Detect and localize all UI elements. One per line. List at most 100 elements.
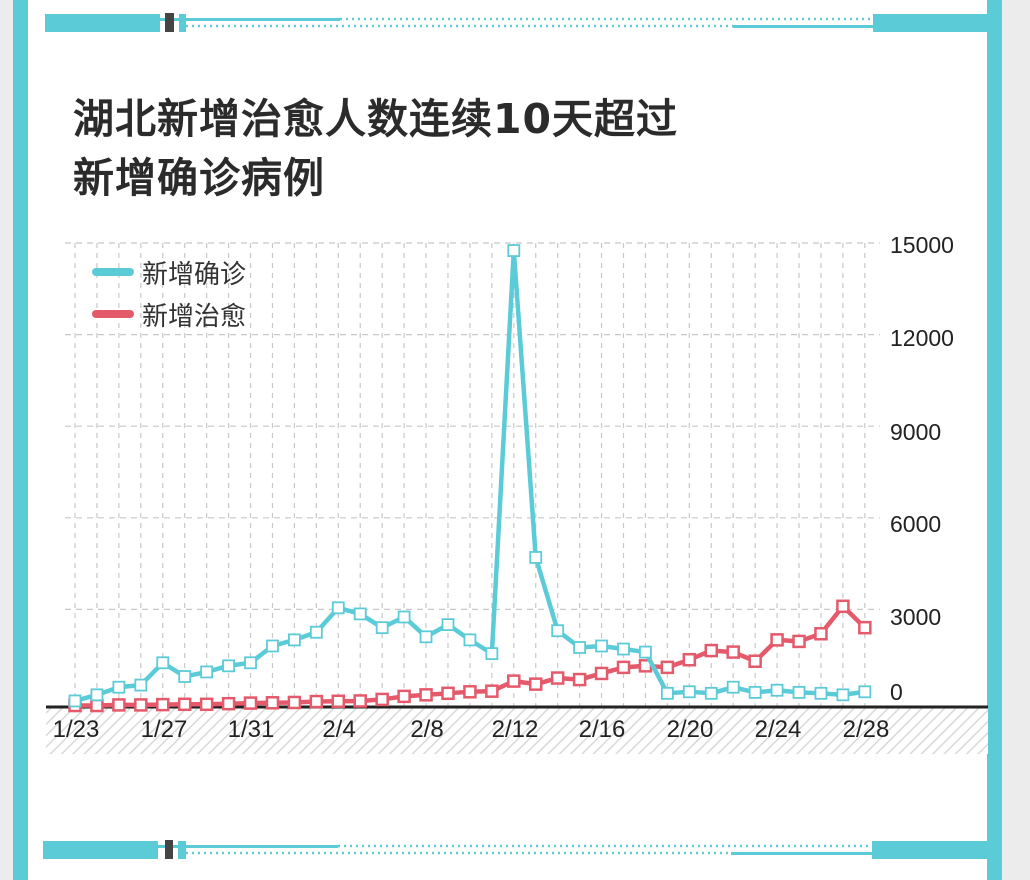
data-point-marker <box>858 685 872 699</box>
data-point-marker <box>748 654 762 669</box>
x-tick: 2/16 <box>578 716 626 743</box>
x-tick: 2/24 <box>754 716 802 743</box>
data-point-marker <box>836 688 850 702</box>
data-point-marker <box>528 677 543 691</box>
data-point-marker <box>397 689 411 704</box>
data-point-marker <box>266 639 279 653</box>
data-point-marker <box>616 660 631 675</box>
legend-item-cured: 新增治愈 <box>92 293 246 335</box>
legend: 新增确诊 新增治愈 <box>92 251 246 335</box>
series-lines <box>68 244 872 713</box>
data-point-marker <box>595 639 608 653</box>
grid-lines <box>65 242 880 706</box>
x-axis-band <box>46 708 988 754</box>
x-tick: 1/31 <box>227 716 275 743</box>
left-accent-bar <box>13 0 28 880</box>
x-tick: 2/4 <box>322 716 356 743</box>
data-point-marker <box>243 696 258 710</box>
data-point-marker <box>200 665 214 679</box>
y-tick-12000: 12000 <box>890 325 954 351</box>
data-point-marker <box>572 672 587 687</box>
data-point-marker <box>639 645 652 659</box>
y-tick-15000: 15000 <box>890 232 954 258</box>
y-tick-3000: 3000 <box>890 604 942 630</box>
x-tick: 2/12 <box>491 716 539 743</box>
data-point-marker <box>221 696 236 711</box>
x-tick: 2/20 <box>666 716 714 743</box>
data-point-marker <box>726 645 740 659</box>
y-tick-0: 0 <box>890 679 903 705</box>
x-tick: 1/23 <box>52 716 100 743</box>
data-point-marker <box>90 688 104 702</box>
data-point-marker <box>331 601 345 615</box>
data-point-marker <box>748 685 762 699</box>
y-tick-6000: 6000 <box>890 511 942 537</box>
data-point-marker <box>617 642 630 656</box>
data-point-marker <box>156 656 170 670</box>
data-point-marker <box>177 697 192 712</box>
data-point-marker <box>507 674 521 688</box>
data-point-marker <box>770 683 784 697</box>
data-point-marker <box>222 659 235 673</box>
data-point-marker <box>660 686 674 700</box>
data-point-marker <box>660 660 675 675</box>
data-point-marker <box>836 599 850 614</box>
data-point-marker <box>792 634 806 649</box>
title-line-2: 新增确诊病例 <box>73 154 325 202</box>
data-point-marker <box>507 244 521 257</box>
data-point-marker <box>244 656 257 670</box>
data-point-marker <box>858 620 872 635</box>
data-point-marker <box>726 680 740 694</box>
data-point-marker <box>309 625 323 639</box>
legend-swatch-confirmed <box>92 268 134 276</box>
top-decoration <box>45 13 988 32</box>
data-point-marker <box>156 697 170 712</box>
data-point-marker <box>551 624 565 638</box>
data-point-marker <box>331 694 346 709</box>
x-tick: 2/8 <box>410 716 444 743</box>
data-point-marker <box>287 633 301 647</box>
data-point-marker <box>134 678 148 692</box>
legend-label-confirmed: 新增确诊 <box>142 259 247 290</box>
right-accent-bar <box>987 0 1002 880</box>
data-point-marker <box>814 627 828 641</box>
legend-label-cured: 新增治愈 <box>142 301 247 332</box>
data-point-marker <box>704 643 719 658</box>
data-point-marker <box>529 551 543 564</box>
x-tick: 1/27 <box>140 716 188 743</box>
data-point-marker <box>770 633 784 647</box>
data-point-marker <box>199 697 214 712</box>
data-point-marker <box>463 685 477 699</box>
data-point-marker <box>792 685 806 699</box>
data-point-marker <box>682 685 696 699</box>
data-point-marker <box>704 686 718 700</box>
data-point-marker <box>265 696 280 710</box>
data-point-marker <box>375 621 389 635</box>
data-point-marker <box>90 698 104 713</box>
bottom-decoration <box>43 840 987 859</box>
data-point-marker <box>68 694 82 708</box>
data-point-marker <box>550 671 565 685</box>
data-point-marker <box>485 684 499 698</box>
data-point-marker <box>485 647 499 661</box>
data-point-marker <box>419 630 433 644</box>
data-point-marker <box>594 666 609 681</box>
data-point-marker <box>419 688 433 702</box>
data-point-marker <box>353 607 367 621</box>
data-point-marker <box>287 695 302 710</box>
data-point-marker <box>112 698 126 712</box>
y-tick-9000: 9000 <box>890 419 942 445</box>
data-point-marker <box>573 641 587 654</box>
data-point-marker <box>814 686 828 700</box>
data-point-marker <box>375 692 389 707</box>
chart-title: 湖北新增治愈人数连续10天超过 新增确诊病例 <box>73 90 873 208</box>
data-point-marker <box>309 694 324 709</box>
legend-swatch-cured <box>92 310 134 318</box>
data-point-marker <box>463 633 477 647</box>
data-point-marker <box>178 670 192 683</box>
legend-item-confirmed: 新增确诊 <box>92 251 246 293</box>
title-line-1: 湖北新增治愈人数连续10天超过 <box>73 95 679 143</box>
data-point-marker <box>134 698 148 712</box>
x-tick: 2/28 <box>842 716 890 743</box>
